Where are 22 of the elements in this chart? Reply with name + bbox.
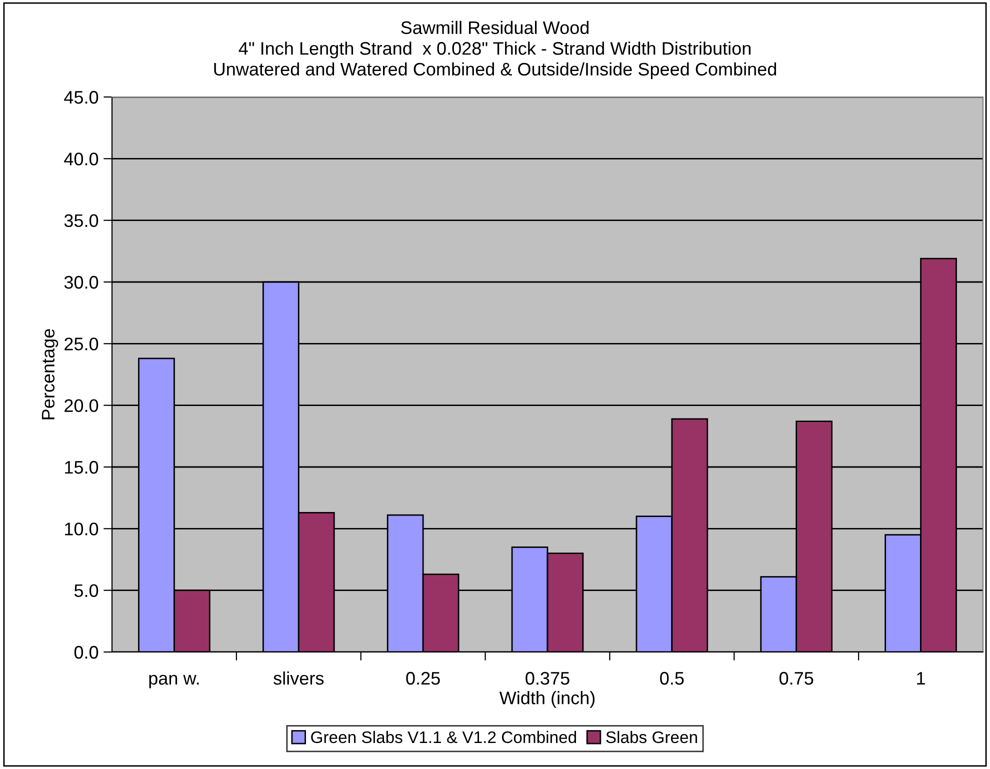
y-tick-label: 40.0 [64, 152, 98, 166]
x-tick-label: 0.25 [406, 672, 440, 685]
y-tick-label: 35.0 [64, 214, 98, 228]
x-axis-title: Width (inch) [499, 691, 595, 708]
y-tick-label: 25.0 [64, 338, 98, 350]
legend-label: Green Slabs V1.1 & V1.2 Combined [311, 730, 576, 744]
y-tick-label: 5.0 [74, 584, 98, 598]
x-tick-label: 0.5 [660, 672, 684, 685]
y-tick-label: 20.0 [64, 399, 98, 412]
y-tick-label: 0.0 [74, 646, 98, 659]
x-tick-label: slivers [274, 671, 324, 685]
y-tick-label: 45.0 [64, 90, 98, 104]
x-tick-label: 1 [917, 672, 925, 685]
y-tick-label: 30.0 [64, 276, 98, 289]
chart-title: Sawmill Residual Wood 4" Inch Length Strand x 0.028" Thick - Strand Width Distribution Unwatered and Watered Combined & Outside/Inside Speed Combined [214, 20, 776, 80]
y-tick-label: 10.0 [65, 522, 98, 536]
x-tick-label: 0.375 [526, 672, 570, 685]
x-tick-label: 0.75 [779, 672, 814, 685]
legend-label: Slabs Green [606, 730, 697, 744]
x-tick-label: pan w. [149, 674, 199, 688]
y-axis-title: Percentage [42, 329, 58, 420]
y-tick-label: 15.0 [65, 460, 98, 474]
